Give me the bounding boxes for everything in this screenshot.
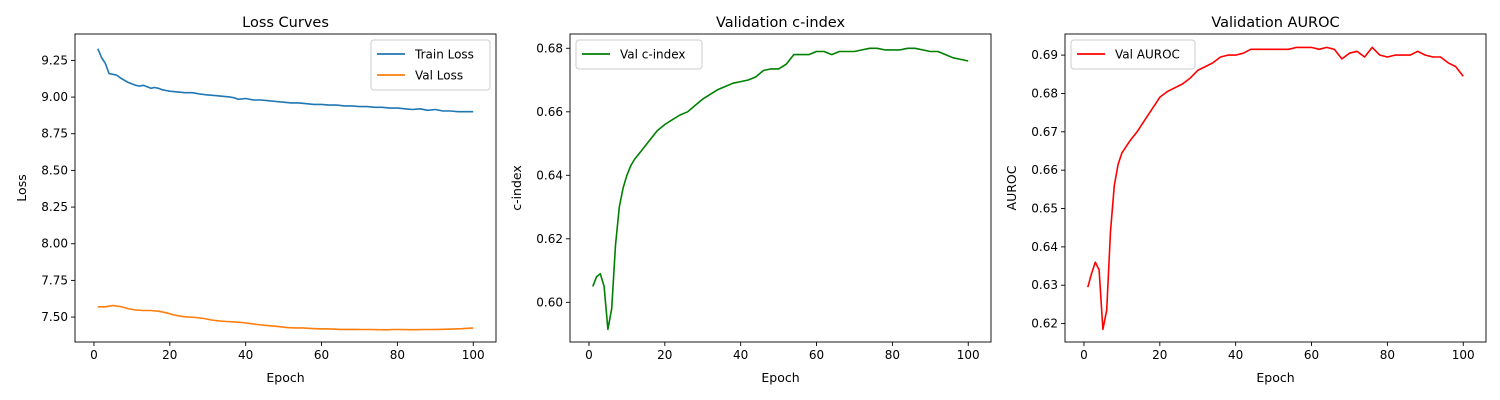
y-tick-label: 8.50 xyxy=(41,163,68,177)
legend-label-val-auroc: Val AUROC xyxy=(1115,48,1180,62)
chart-panel-validation-auroc: 0 20 40 60 80 100 0.62 0.63 0.64 0.65 0.66 0.67 0.68… xyxy=(1004,15,1487,385)
y-tick-label: 0.66 xyxy=(536,105,563,119)
x-tick-label: 0 xyxy=(585,348,593,362)
x-tick-label: 100 xyxy=(957,348,980,362)
x-tick-label: 60 xyxy=(1304,348,1319,362)
x-tick-label: 80 xyxy=(885,348,900,362)
series-line-val-c-index xyxy=(592,47,969,331)
y-tick-label: 0.63 xyxy=(1031,278,1058,292)
plot-frame xyxy=(74,33,497,343)
y-tick-label: 0.69 xyxy=(1031,48,1058,62)
chart-title: Validation AUROC xyxy=(1211,15,1339,31)
legend-label-val-c-index: Val c-index xyxy=(620,48,686,62)
legend-box xyxy=(575,39,703,70)
y-tick-label: 0.62 xyxy=(536,232,563,246)
x-tick-label: 0 xyxy=(1080,348,1088,362)
y-axis-label: c-index xyxy=(509,165,524,211)
plot-frame xyxy=(569,33,992,343)
x-tick-label: 100 xyxy=(462,348,485,362)
y-tick-label: 0.67 xyxy=(1031,125,1058,139)
y-tick-label: 7.50 xyxy=(41,310,68,324)
y-tick-label: 0.68 xyxy=(536,41,563,55)
chart-title: Validation c-index xyxy=(716,15,846,31)
series-line-train-loss xyxy=(97,48,474,113)
y-tick-label: 0.62 xyxy=(1031,317,1058,331)
legend: Val c-index xyxy=(575,39,703,70)
legend-box xyxy=(370,39,491,91)
legend: Val AUROC xyxy=(1070,39,1196,70)
x-axis-label: Epoch xyxy=(1256,370,1294,385)
y-tick-label: 8.00 xyxy=(41,237,68,251)
legend-box xyxy=(1070,39,1196,70)
x-tick-label: 40 xyxy=(1228,348,1243,362)
y-tick-label: 0.66 xyxy=(1031,163,1058,177)
chart-panel-loss-curves: 0 20 40 60 80 100 7.50 7.75 8.00 8.25 8.50 8.75 9.00… xyxy=(14,15,497,385)
x-axis-label: Epoch xyxy=(761,370,799,385)
legend: Train Loss Val Loss xyxy=(370,39,491,91)
y-tick-label: 0.68 xyxy=(1031,86,1058,100)
x-tick-label: 20 xyxy=(162,348,177,362)
y-tick-label: 0.65 xyxy=(1031,202,1058,216)
x-tick-label: 60 xyxy=(314,348,329,362)
y-tick-label: 0.64 xyxy=(1031,240,1058,254)
series-line-val-loss xyxy=(97,304,474,331)
plot-frame xyxy=(1064,33,1487,343)
y-axis-label: AUROC xyxy=(1004,165,1019,210)
x-tick-label: 40 xyxy=(238,348,253,362)
y-tick-label: 8.25 xyxy=(41,200,68,214)
x-tick-label: 20 xyxy=(657,348,672,362)
y-axis-label: Loss xyxy=(14,174,29,201)
legend-label-val-loss: Val Loss xyxy=(415,69,463,83)
chart-title: Loss Curves xyxy=(242,15,329,31)
y-tick-label: 0.64 xyxy=(536,168,563,182)
x-axis-label: Epoch xyxy=(266,370,304,385)
chart-panel-validation-c-index: 0 20 40 60 80 100 0.60 0.62 0.64 0.66 0.68 Validati… xyxy=(509,15,992,385)
y-tick-label: 9.00 xyxy=(41,90,68,104)
series-line-val-auroc xyxy=(1087,46,1464,331)
x-tick-label: 60 xyxy=(809,348,824,362)
y-tick-label: 7.75 xyxy=(41,273,68,287)
x-tick-label: 80 xyxy=(1380,348,1395,362)
x-tick-label: 40 xyxy=(733,348,748,362)
x-tick-label: 80 xyxy=(390,348,405,362)
legend-label-train-loss: Train Loss xyxy=(414,48,474,62)
x-tick-label: 0 xyxy=(90,348,98,362)
y-tick-label: 0.60 xyxy=(536,295,563,309)
x-tick-label: 20 xyxy=(1152,348,1167,362)
y-tick-label: 9.25 xyxy=(41,53,68,67)
y-tick-label: 8.75 xyxy=(41,127,68,141)
x-tick-label: 100 xyxy=(1452,348,1475,362)
